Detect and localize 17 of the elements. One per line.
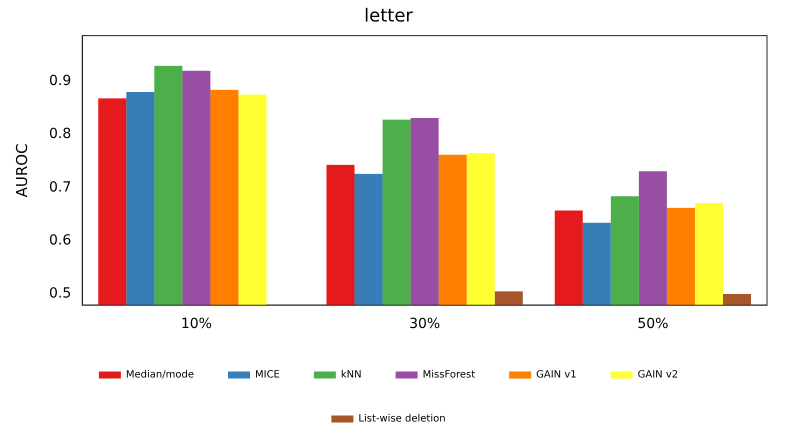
legend-label: GAIN v1 [536,370,577,381]
legend-label: MissForest [422,370,476,381]
legend-label: GAIN v2 [638,370,678,381]
y-tick-label: 0.8 [49,126,72,142]
y-axis-title: AUROC [12,143,31,198]
x-tick-label: 10% [180,316,212,332]
legend-label: kNN [340,370,362,381]
legend-label: MICE [255,370,280,381]
legend-label: Median/mode [126,370,194,381]
x-tick-label: 50% [637,316,668,332]
y-tick-label: 0.9 [49,72,72,89]
y-tick-label: 0.6 [49,232,72,248]
legend-label: List-wise deletion [358,414,446,425]
x-tick-label: 30% [409,316,440,332]
y-tick-label: 0.5 [49,286,72,302]
chart-title: letter [364,5,414,26]
y-tick-label: 0.7 [49,179,72,196]
